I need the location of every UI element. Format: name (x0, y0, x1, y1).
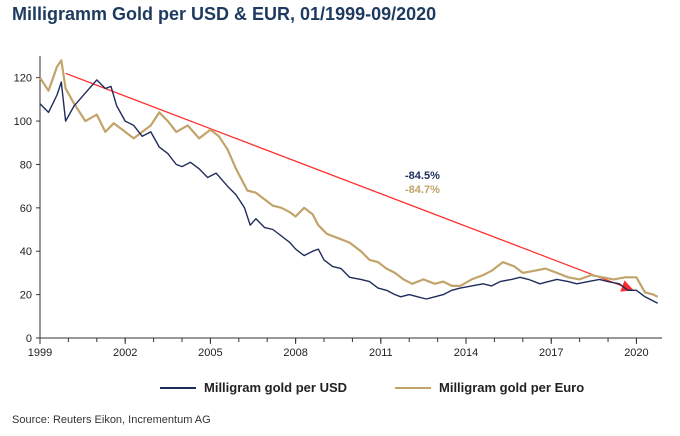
x-tick-label: 2011 (369, 347, 393, 359)
x-tick-label: 2017 (539, 347, 563, 359)
x-tick-label: 2008 (283, 347, 307, 359)
x-tick-label: 1999 (28, 347, 52, 359)
x-tick-label: 2005 (198, 347, 222, 359)
legend-label-usd: Milligram gold per USD (204, 380, 348, 395)
series-layer (39, 59, 659, 304)
source-note: Source: Reuters Eikon, Incrementum AG (12, 414, 211, 426)
annotation-usd: -84.5% (405, 170, 440, 182)
chart-title: Milligramm Gold per USD & EUR, 01/1999-0… (12, 4, 437, 24)
trendline (65, 72, 634, 292)
chart-area: 0 20 40 60 80 100 120 1999 2002 2005 2008 2011 2014 2… (14, 56, 662, 359)
y-tick-label: 120 (14, 73, 32, 85)
annotation-eur: -84.7% (405, 184, 440, 196)
legend-label-eur: Milligram gold per Euro (439, 380, 585, 395)
x-tick-label: 2002 (113, 347, 137, 359)
y-tick-label: 80 (20, 159, 32, 171)
series-line-usd (39, 79, 659, 304)
x-tick-label: 2020 (624, 347, 648, 359)
y-tick-label: 40 (20, 246, 32, 258)
x-tick-label: 2014 (454, 347, 478, 359)
y-tick-label: 100 (14, 116, 32, 128)
legend-item-eur: Milligram gold per Euro (395, 380, 584, 395)
annotations: -84.5% -84.7% (405, 170, 440, 196)
legend-swatch-eur (395, 386, 431, 389)
trend-line (65, 72, 634, 291)
y-tick-label: 0 (26, 333, 32, 345)
y-tick-label: 60 (20, 203, 32, 215)
legend-swatch-usd (160, 386, 196, 389)
axes: 0 20 40 60 80 100 120 1999 2002 2005 2008 2011 2014 2… (14, 56, 662, 359)
trend-arrowhead (620, 280, 634, 292)
legend: Milligram gold per USD Milligram gold pe… (0, 380, 680, 404)
legend-item-usd: Milligram gold per USD (160, 380, 347, 395)
series-line-eur (39, 59, 659, 298)
y-tick-label: 20 (20, 290, 32, 302)
